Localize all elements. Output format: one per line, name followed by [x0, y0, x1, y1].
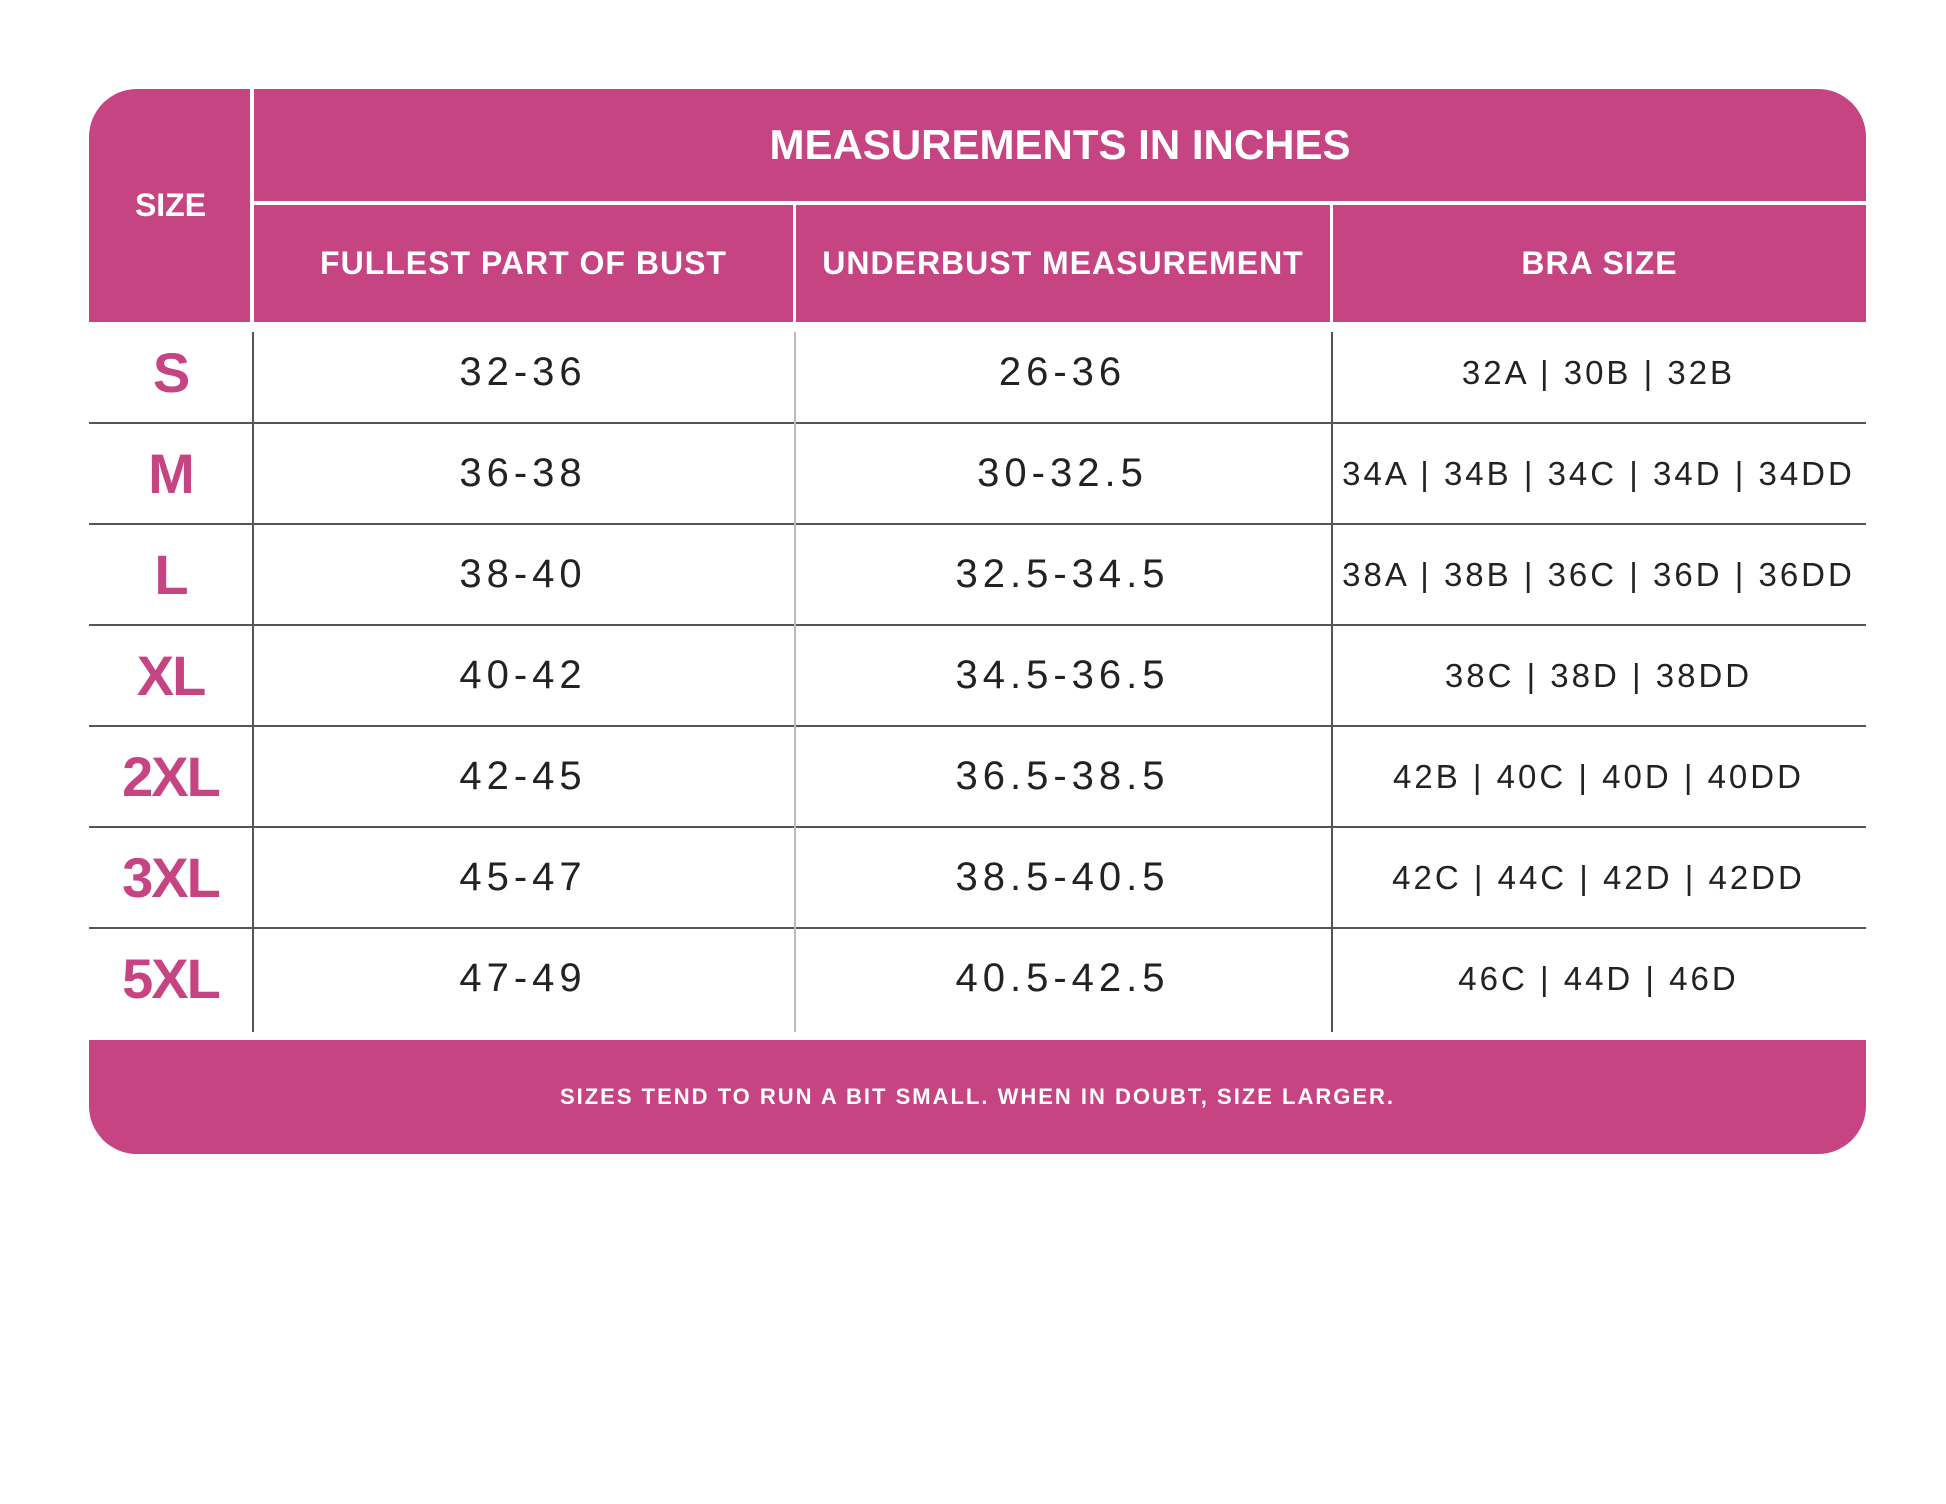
header-divider: [793, 203, 796, 322]
measurements-header: MEASUREMENTS IN INCHES: [769, 121, 1351, 168]
header-divider: [250, 89, 254, 322]
table-row: 3XL 45-47 38.5-40.5 42C | 44C | 42D | 42DD: [89, 827, 1866, 928]
bust-cell: 40-42: [459, 653, 587, 697]
underbust-cell: 26-36: [998, 350, 1127, 394]
table-row: XL 40-42 34.5-36.5 38C | 38D | 38DD: [89, 625, 1866, 726]
bust-cell: 32-36: [459, 350, 587, 394]
header-divider: [1330, 203, 1333, 322]
row-divider: [89, 624, 1866, 626]
bust-cell: 42-45: [459, 754, 587, 798]
bra-size-cell: 42C | 44C | 42D | 42DD: [1392, 858, 1805, 896]
size-cell: L: [154, 543, 188, 606]
column-header-bra-size: BRA SIZE: [1521, 245, 1678, 281]
header-divider: [252, 201, 1866, 205]
size-chart: SIZE MEASUREMENTS IN INCHES FULLEST PART…: [89, 89, 1866, 1154]
underbust-cell: 32.5-34.5: [955, 552, 1170, 596]
bust-cell: 45-47: [459, 855, 587, 899]
bust-cell: 36-38: [459, 451, 587, 495]
underbust-cell: 34.5-36.5: [955, 653, 1170, 697]
bra-size-cell: 42B | 40C | 40D | 40DD: [1393, 757, 1804, 795]
row-divider: [89, 422, 1866, 424]
underbust-cell: 36.5-38.5: [955, 754, 1170, 798]
table-row: L 38-40 32.5-34.5 38A | 38B | 36C | 36D | 3…: [89, 524, 1866, 625]
bra-size-cell: 34A | 34B | 34C | 34D | 34DD: [1342, 454, 1855, 492]
table-row: M 36-38 30-32.5 34A | 34B | 34C | 34D | 34D…: [89, 423, 1866, 524]
column-divider: [794, 332, 796, 1032]
underbust-cell: 40.5-42.5: [955, 956, 1170, 1000]
row-divider: [89, 826, 1866, 828]
footer-note: SIZES TEND TO RUN A BIT SMALL. WHEN IN D…: [89, 1040, 1866, 1154]
bra-size-cell: 32A | 30B | 32B: [1461, 353, 1736, 391]
size-cell: M: [148, 442, 195, 505]
bust-cell: 47-49: [459, 956, 587, 1000]
size-cell: 3XL: [122, 846, 221, 909]
column-header-bust: FULLEST PART OF BUST: [320, 245, 727, 281]
bust-cell: 38-40: [459, 552, 587, 596]
table-row: 2XL 42-45 36.5-38.5 42B | 40C | 40D | 40DD: [89, 726, 1866, 827]
size-cell: 2XL: [122, 745, 221, 808]
table-header: SIZE MEASUREMENTS IN INCHES FULLEST PART…: [89, 89, 1866, 322]
size-cell: 5XL: [122, 947, 221, 1010]
row-divider: [89, 523, 1866, 525]
underbust-cell: 30-32.5: [977, 451, 1148, 495]
size-header: SIZE: [134, 187, 207, 223]
column-divider: [252, 332, 254, 1032]
size-cell: XL: [136, 644, 207, 707]
bra-size-cell: 38C | 38D | 38DD: [1444, 656, 1753, 694]
column-divider: [1331, 332, 1333, 1032]
bra-size-cell: 46C | 44D | 46D: [1458, 959, 1739, 997]
row-divider: [89, 725, 1866, 727]
row-divider: [89, 927, 1866, 929]
underbust-cell: 38.5-40.5: [955, 855, 1170, 899]
table-row: S 32-36 26-36 32A | 30B | 32B: [89, 322, 1866, 423]
column-header-underbust: UNDERBUST MEASUREMENT: [822, 245, 1304, 281]
bra-size-cell: 38A | 38B | 36C | 36D | 36DD: [1342, 555, 1855, 593]
size-cell: S: [152, 341, 190, 404]
table-row: 5XL 47-49 40.5-42.5 46C | 44D | 46D: [89, 928, 1866, 1029]
